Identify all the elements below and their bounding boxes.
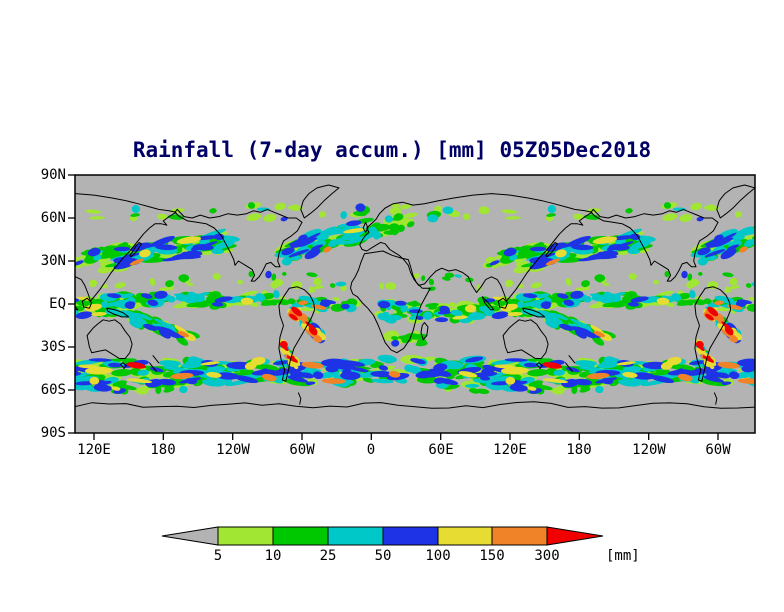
colorbar-box [491, 526, 548, 546]
colorbar-tick-label: 10 [264, 548, 282, 564]
colorbar-box [327, 526, 384, 546]
colorbar-box [272, 526, 329, 546]
colorbar-left-arrow [161, 526, 219, 546]
lat-tick-label: 90S [40, 425, 66, 441]
lon-tick-label: 120E [77, 442, 111, 458]
colorbar-tick-label: 150 [479, 548, 505, 564]
colorbar-right-arrow [546, 526, 604, 546]
lon-tick-label: 180 [566, 442, 592, 458]
lon-tick-label: 60E [428, 442, 454, 458]
colorbar-box [217, 526, 274, 546]
lat-tick-label: EQ [49, 296, 66, 312]
antarctica-coastline [75, 401, 755, 409]
lon-tick-label: 120W [632, 442, 666, 458]
lat-tick-label: 60S [40, 382, 66, 398]
lat-tick-label: 60N [40, 210, 66, 226]
lon-tick-label: 60W [289, 442, 315, 458]
colorbar-box [437, 526, 493, 546]
colorbar-tick-label: 100 [425, 548, 451, 564]
colorbar-box [382, 526, 439, 546]
lon-tick-label: 120E [493, 442, 527, 458]
colorbar [161, 526, 604, 546]
lon-tick-label: 120W [216, 442, 250, 458]
colorbar-tick-label: 25 [319, 548, 337, 564]
lat-tick-label: 30S [40, 339, 66, 355]
lon-tick-label: 60W [705, 442, 731, 458]
coastlines-layer [75, 184, 755, 409]
colorbar-unit-label: [mm] [606, 548, 640, 564]
colorbar-tick-label: 50 [374, 548, 392, 564]
colorbar-tick-label: 300 [534, 548, 560, 564]
plot-title: Rainfall (7-day accum.) [mm] 05Z05Dec201… [132, 138, 652, 162]
lon-tick-label: 0 [366, 442, 376, 458]
lon-tick-label: 180 [150, 442, 176, 458]
lat-tick-label: 90N [40, 167, 66, 183]
axis-ticks [68, 174, 719, 440]
colorbar-tick-label: 5 [213, 548, 223, 564]
lat-tick-label: 30N [40, 253, 66, 269]
